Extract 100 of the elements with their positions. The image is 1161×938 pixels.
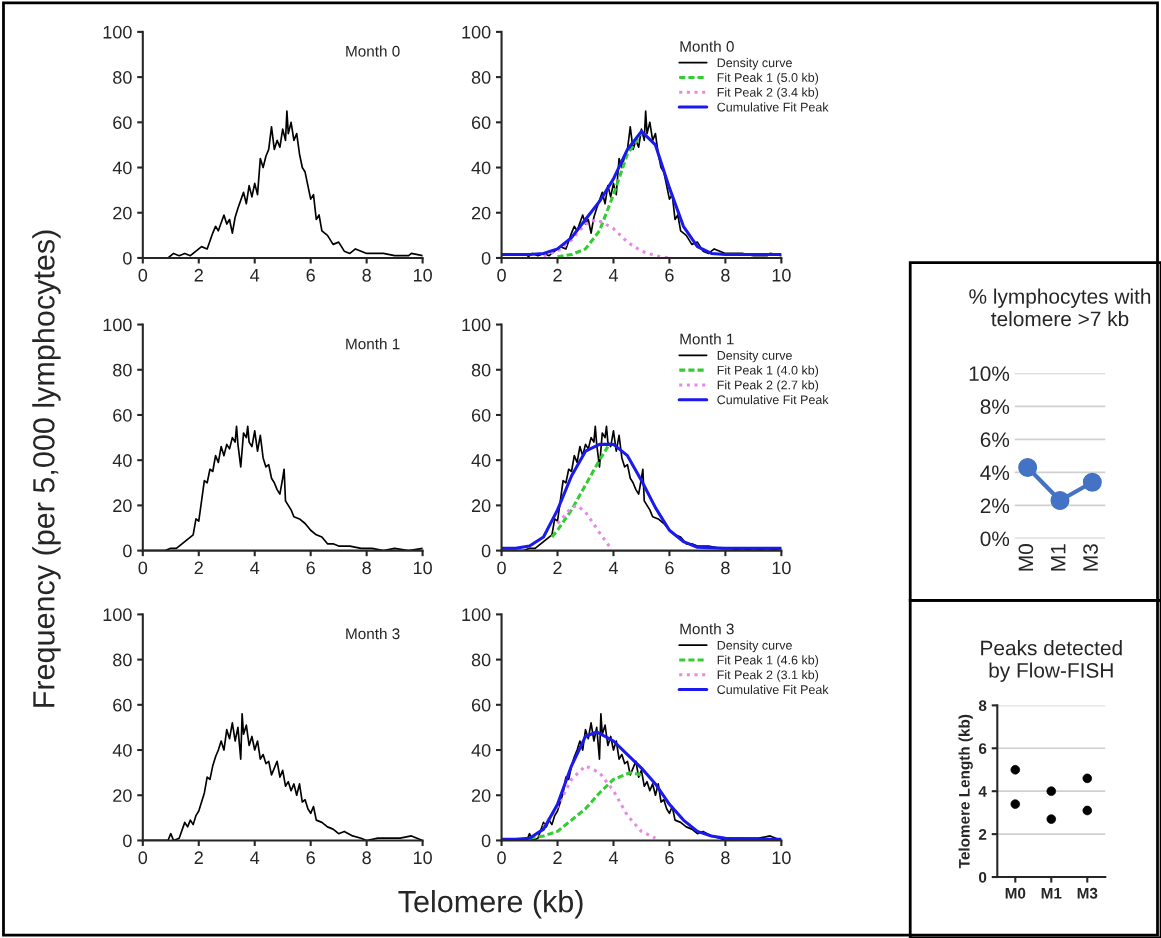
x-tick-label: 4 — [250, 851, 260, 864]
y-tick-label: 80 — [471, 71, 491, 84]
text: Month 0 — [346, 45, 400, 57]
x-tick-label: 10 — [413, 268, 432, 282]
x-tick-label: 4 — [250, 561, 260, 575]
x-tick-label: 6 — [665, 561, 674, 575]
point — [1082, 472, 1102, 492]
x-tick-label: 2 — [194, 268, 203, 282]
x-tick-label: 8 — [721, 851, 730, 865]
y-axis-title: Frequency (per 5,000 lymphocytes) — [32, 230, 61, 707]
text: Month 1 — [346, 338, 400, 350]
y-tick-label: 60 — [113, 408, 132, 422]
y-tick-label: 60 — [113, 116, 132, 130]
legend-label: Fit Peak 2 (3.1 kb) — [717, 670, 819, 682]
x-tick-label: 0 — [497, 268, 506, 282]
x-tick-label: 2 — [194, 851, 203, 864]
text: Month 3 — [346, 627, 400, 640]
y-tick-label: 2 — [978, 828, 987, 840]
x-tick-label: M1 — [1051, 544, 1066, 571]
x-tick-label: 6 — [665, 851, 674, 865]
legend-label: Fit Peak 1 (4.0 kb) — [717, 365, 819, 378]
x-tick-label: 8 — [362, 268, 371, 282]
x-tick-label: 2 — [553, 561, 562, 575]
x-tick-label: M1 — [1041, 888, 1062, 899]
point — [1050, 490, 1070, 510]
y-tick-label: 100 — [103, 318, 132, 332]
y-tick-label: 100 — [103, 25, 132, 39]
y-tick-label: 40 — [112, 161, 132, 175]
y-tick-label: 100 — [462, 25, 491, 39]
y-tick-label: 0 — [481, 251, 491, 265]
y-tick-label: 20 — [471, 206, 491, 220]
y-tick-label: 100 — [462, 608, 491, 622]
y-tick-label: 6 — [978, 743, 987, 754]
line-series — [550, 445, 610, 539]
y-tick-label: 20 — [113, 499, 132, 513]
legend-label: Density curve — [717, 350, 792, 363]
x-tick-label: 0 — [497, 851, 506, 865]
legend-label: Density curve — [717, 640, 792, 653]
legend-title: Month 0 — [680, 40, 734, 52]
x-tick-label: 8 — [362, 561, 371, 575]
x-tick-label: 6 — [306, 561, 315, 575]
y-tick-label: 100 — [462, 318, 491, 332]
legend-label: Cumulative Fit Peak — [717, 684, 829, 695]
x-tick-label: M3 — [1077, 887, 1098, 899]
x-axis-title: Telomere (kb) — [398, 889, 583, 919]
y-tick-label: 60 — [113, 698, 132, 712]
y-tick-label: 40 — [471, 454, 491, 467]
x-tick-label: 6 — [306, 851, 315, 865]
line-series — [541, 764, 657, 840]
x-tick-label: 0 — [138, 268, 148, 282]
x-tick-label: 0 — [497, 561, 506, 575]
x-tick-label: 10 — [772, 561, 791, 575]
y-tick-label: 2% — [980, 498, 1010, 514]
x-tick-label: 4 — [608, 561, 618, 575]
legend-label: Fit Peak 1 (5.0 kb) — [717, 72, 819, 85]
y-tick-label: 0 — [123, 251, 132, 265]
y-tick-label: 80 — [471, 363, 491, 377]
x-tick-label: 2 — [553, 268, 562, 282]
x-tick-label: 10 — [772, 268, 791, 282]
legend-title: Month 3 — [680, 623, 734, 635]
y-tick-label: 100 — [103, 608, 132, 622]
y-tick-label: 6% — [980, 432, 1010, 448]
legend-label: Cumulative Fit Peak — [717, 102, 829, 112]
line-series — [541, 217, 671, 258]
point — [1018, 457, 1038, 477]
y-tick-label: 80 — [113, 653, 132, 667]
y-tick-label: 80 — [471, 653, 491, 667]
x-tick-label: 10 — [413, 851, 432, 865]
x-tick-label: 8 — [362, 851, 371, 865]
legend-title: Month 1 — [680, 333, 734, 345]
y-tick-label: 0% — [980, 531, 1010, 547]
x-tick-label: 4 — [608, 269, 618, 282]
x-tick-label: 6 — [306, 268, 315, 282]
y-tick-label: 80 — [113, 363, 132, 377]
x-tick-label: 2 — [194, 561, 203, 575]
legend-label: Density curve — [717, 58, 792, 70]
line-series — [555, 132, 643, 258]
y-tick-label: 20 — [113, 206, 132, 220]
y-tick-label: 0 — [978, 871, 987, 883]
y-axis-title: Telomere Length (kb) — [958, 714, 973, 869]
y-tick-label: 8% — [980, 399, 1010, 415]
chart-title: Peaks detected by Flow-FISH — [981, 640, 1122, 682]
y-tick-label: 40 — [112, 454, 132, 467]
y-tick-label: 40 — [112, 743, 132, 757]
x-tick-label: M0 — [1018, 544, 1034, 571]
y-tick-label: 40 — [471, 743, 491, 757]
legend-label: Fit Peak 2 (2.7 kb) — [717, 380, 819, 392]
x-tick-label: 8 — [721, 268, 730, 282]
y-tick-label: 0 — [481, 834, 491, 848]
y-tick-label: 4 — [978, 786, 987, 797]
x-tick-label: M3 — [1083, 544, 1098, 571]
x-tick-label: 4 — [250, 269, 260, 282]
x-tick-label: 10 — [413, 561, 432, 575]
y-tick-label: 4% — [980, 465, 1010, 481]
y-tick-label: 40 — [471, 161, 491, 175]
y-tick-label: 20 — [471, 789, 491, 802]
x-tick-label: M0 — [1005, 887, 1026, 899]
y-tick-label: 60 — [471, 408, 491, 422]
x-tick-label: 2 — [553, 851, 562, 864]
x-tick-label: 4 — [608, 851, 618, 864]
